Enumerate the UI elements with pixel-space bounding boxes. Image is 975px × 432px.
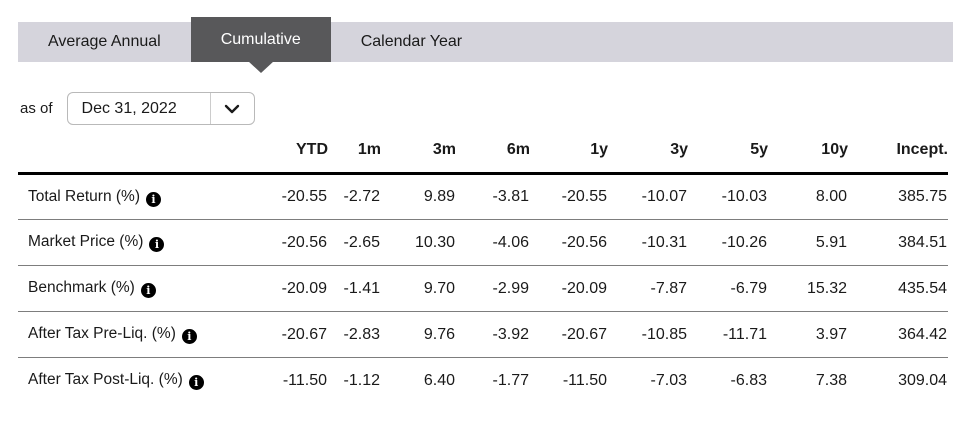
value-cell: -6.79 — [730, 279, 767, 297]
info-icon[interactable]: i — [145, 191, 161, 207]
value-cell: -20.56 — [281, 233, 327, 251]
value-cell: -1.41 — [343, 279, 380, 297]
value-cell: 364.42 — [898, 325, 947, 343]
info-icon[interactable]: i — [140, 283, 156, 298]
row-label-text: Total Return (%) — [28, 187, 140, 205]
row-label: After Tax Pre-Liq. (%) i — [18, 312, 268, 358]
chevron-down-icon[interactable] — [211, 93, 254, 124]
column-header-1m: 1m — [328, 133, 381, 175]
value-cell: 6.40 — [423, 371, 455, 389]
value-cell: -10.85 — [641, 325, 687, 343]
value-cell: 15.32 — [806, 279, 847, 297]
as-of-row: as of Dec 31, 2022 — [20, 92, 975, 125]
table-row: After Tax Post-Liq. (%) i -11.50 -1.12 6.40 -… — [18, 358, 948, 404]
table-header-row: YTD 1m 3m 6m 1y 3y 5y 10y Incept. — [18, 133, 948, 175]
value-cell: 5.91 — [815, 233, 847, 251]
value-cell: -3.92 — [492, 325, 529, 343]
date-dropdown[interactable]: Dec 31, 2022 — [66, 92, 255, 125]
value-cell: 10.30 — [414, 233, 455, 251]
value-cell: -2.83 — [343, 325, 380, 343]
value-cell: -1.77 — [492, 371, 529, 389]
value-cell: -4.06 — [492, 233, 529, 251]
value-cell: 7.38 — [815, 371, 847, 389]
column-header-incept: Incept. — [848, 133, 948, 175]
row-label-text: After Tax Pre-Liq. (%) — [28, 325, 176, 342]
column-header-3m: 3m — [381, 133, 456, 175]
row-label: Market Price (%) i — [18, 220, 268, 266]
value-cell: -2.65 — [343, 233, 380, 251]
date-dropdown-value: Dec 31, 2022 — [81, 99, 177, 117]
value-cell: -11.50 — [282, 371, 327, 389]
value-cell: -20.09 — [561, 279, 607, 297]
row-label-text: Benchmark (%) — [28, 279, 135, 296]
value-cell: 9.76 — [423, 325, 455, 343]
value-cell: -1.12 — [343, 371, 380, 389]
tab-label: Calendar Year — [360, 33, 463, 50]
value-cell: 3.97 — [815, 325, 847, 343]
column-header-10y: 10y — [768, 133, 848, 175]
value-cell: -20.55 — [281, 188, 327, 205]
value-cell: 435.54 — [898, 279, 947, 297]
tab-calendar-year[interactable]: Calendar Year — [331, 22, 492, 62]
value-cell: -20.56 — [561, 233, 607, 251]
value-cell: 8.00 — [815, 188, 847, 205]
value-cell: -10.03 — [721, 188, 767, 205]
as-of-label: as of — [20, 100, 53, 117]
value-cell: -2.72 — [343, 188, 380, 205]
value-cell: -7.87 — [650, 279, 687, 297]
value-cell: -6.83 — [730, 371, 767, 389]
info-icon[interactable]: i — [181, 329, 197, 344]
table-row: Benchmark (%) i -20.09 -1.41 9.70 -2.99 -20.09… — [18, 266, 948, 312]
row-label: After Tax Post-Liq. (%) i — [18, 358, 268, 404]
row-label-text: Market Price (%) — [28, 233, 144, 250]
value-cell: -20.55 — [561, 188, 607, 205]
value-cell: -20.67 — [561, 325, 607, 343]
value-cell: -20.09 — [281, 279, 327, 297]
dropdown-divider — [209, 93, 211, 124]
info-icon[interactable]: i — [149, 237, 165, 252]
row-label: Total Return (%) i — [18, 174, 268, 220]
column-header-5y: 5y — [688, 133, 768, 175]
row-label-text: After Tax Post-Liq. (%) — [28, 371, 183, 389]
column-header-3y: 3y — [608, 133, 688, 175]
column-header-1y: 1y — [530, 133, 608, 175]
active-tab-pointer — [247, 61, 274, 73]
value-cell: 385.75 — [898, 188, 947, 205]
value-cell: -11.50 — [562, 371, 607, 389]
tab-label: Cumulative — [220, 30, 301, 48]
performance-table: YTD 1m 3m 6m 1y 3y 5y 10y Incept. Total Return (… — [18, 133, 948, 404]
table-row: Market Price (%) i -20.56 -2.65 10.30 -4.06 -2… — [18, 220, 948, 266]
value-cell: 9.70 — [423, 279, 455, 297]
info-icon[interactable]: i — [188, 375, 204, 391]
corner-cell — [18, 133, 268, 175]
value-cell: -20.67 — [281, 325, 327, 343]
value-cell: -3.81 — [492, 188, 529, 205]
table-row: After Tax Pre-Liq. (%) i -20.67 -2.83 9.76 -3… — [18, 312, 948, 358]
value-cell: 309.04 — [898, 371, 947, 389]
value-cell: -11.71 — [722, 325, 767, 343]
value-cell: 9.89 — [423, 188, 455, 205]
value-cell: -10.31 — [641, 233, 687, 251]
value-cell: 384.51 — [898, 233, 947, 251]
table-row: Total Return (%) i -20.55 -2.72 9.89 -3.81 -20… — [18, 174, 948, 220]
tab-label: Average Annual — [48, 33, 161, 50]
value-cell: -7.03 — [650, 371, 687, 389]
value-cell: -10.07 — [641, 188, 687, 205]
table-body: Total Return (%) i -20.55 -2.72 9.89 -3.81 -20… — [18, 174, 948, 404]
value-cell: -2.99 — [492, 279, 529, 297]
column-header-ytd: YTD — [268, 133, 328, 175]
column-header-6m: 6m — [456, 133, 530, 175]
row-label: Benchmark (%) i — [18, 266, 268, 312]
tab-bar: Average Annual Cumulative Calendar Year — [18, 17, 953, 73]
value-cell: -10.26 — [721, 233, 767, 251]
tab-average-annual[interactable]: Average Annual — [18, 22, 191, 62]
tab-cumulative[interactable]: Cumulative — [190, 17, 331, 73]
